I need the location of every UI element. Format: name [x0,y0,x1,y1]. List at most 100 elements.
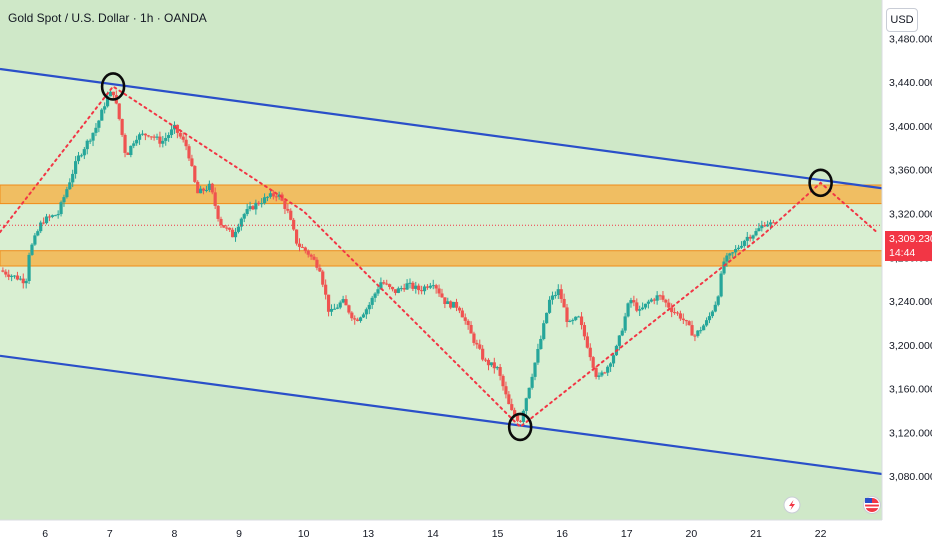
candle [294,229,299,246]
candle [12,275,17,279]
candle [452,301,456,308]
candle [742,239,746,248]
candle [382,279,386,285]
candle [707,312,712,324]
candle [324,279,328,300]
candle [481,345,485,362]
candle [425,283,430,290]
candle [417,283,421,295]
candle [664,298,668,308]
channel-upper-line [0,67,882,190]
candle [204,185,209,193]
candle [702,323,706,331]
bar-countdown: 14:44 [889,247,916,259]
candle [306,249,310,258]
candle [30,243,34,256]
candle [684,319,688,326]
candle [257,200,261,206]
candle [466,319,470,330]
candle [454,298,459,312]
y-tick-label: 3,200.000 [889,340,932,352]
candle [364,307,368,319]
pivot-markers [100,72,833,442]
candle [574,316,578,322]
candle [111,91,115,99]
candle [629,297,633,308]
candle [103,102,107,114]
candle [504,381,508,399]
candle [431,279,435,290]
candle [710,310,714,319]
candle [469,321,473,334]
candle [245,203,249,217]
candle [597,372,601,380]
candle [731,251,735,259]
candle [190,154,194,167]
candle [36,229,40,237]
candle [76,151,81,165]
candle [318,264,322,273]
candle [681,313,685,325]
candle [283,198,287,215]
candle [329,304,334,316]
candle [553,291,557,299]
candle [388,283,392,290]
candle [370,295,374,309]
candle [210,182,214,195]
candle [167,132,171,142]
candle [42,217,46,225]
time-axis[interactable]: 6 7 8 9 10 13 14 15 16 17 20 21 22 [0,519,932,550]
candle [196,180,200,194]
zone-2 [0,250,882,267]
candle [734,245,738,258]
candle [542,320,546,341]
candle [420,285,424,295]
x-tick-label: 13 [362,528,374,540]
candle [100,108,104,121]
pivot-circle-1 [100,72,126,101]
us-flag-icon[interactable] [863,496,881,514]
candle [739,241,744,249]
candle [649,297,653,303]
candle [545,312,549,324]
candle [536,343,540,365]
candle [161,135,165,148]
candle [135,135,139,146]
chart-title: Gold Spot / U.S. Dollar · 1h · OANDA [8,11,207,25]
candle [478,339,482,350]
candle [489,362,493,367]
candle [559,284,563,303]
candle [260,198,264,208]
candle [693,333,697,342]
candle [402,283,406,292]
candle [446,297,450,305]
candle [658,294,662,301]
x-tick-label: 21 [750,528,762,540]
candle [201,187,206,195]
candle [21,273,25,289]
currency-button[interactable]: USD [886,8,918,32]
candle [547,296,552,314]
x-tick-label: 14 [427,528,439,540]
candle [158,131,162,148]
candle [672,307,677,315]
candle [222,225,226,228]
candle [611,352,616,368]
candle [588,343,592,361]
price-axis[interactable]: 3,080.000 3,120.000 3,160.000 3,200.000 3,24… [881,0,932,550]
last-price-tag: 3,309.230 14:44 [885,231,932,261]
candle [132,140,136,149]
channel-background [0,68,882,475]
candle [539,335,543,350]
x-tick-label: 6 [42,528,48,540]
candle [326,294,331,317]
candle [1,267,5,273]
candle [233,227,238,242]
candle [62,194,66,207]
lightning-icon[interactable] [783,496,801,514]
candle [79,153,84,158]
x-tick-label: 9 [236,528,242,540]
candle [216,205,220,222]
